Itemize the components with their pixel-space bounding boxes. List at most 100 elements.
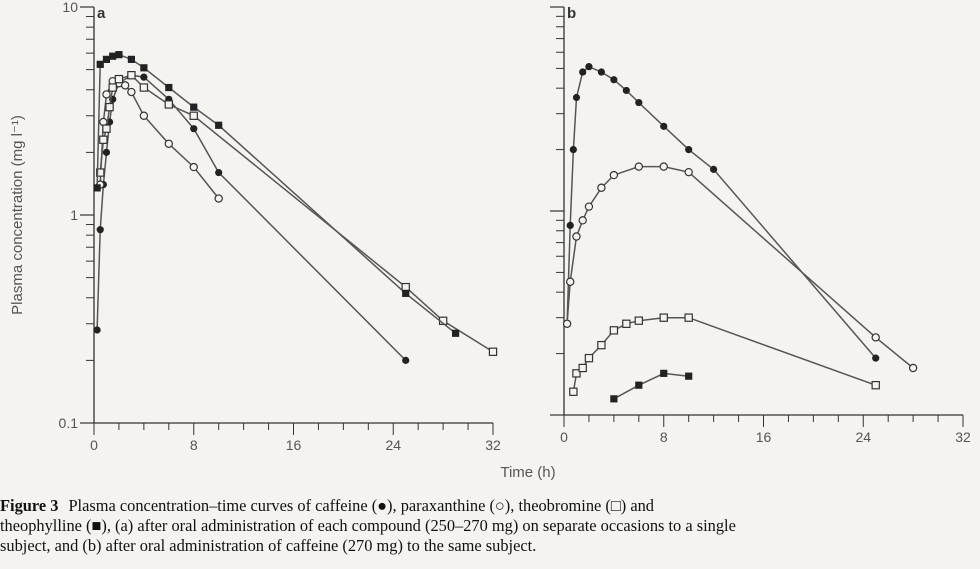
- data-point-theobromine: [102, 124, 111, 133]
- data-point-caffeine: [872, 354, 880, 362]
- data-point-theobromine: [127, 71, 136, 80]
- data-point-caffeine: [566, 221, 574, 229]
- series-line-theobromine: [572, 316, 876, 392]
- data-point-theobromine: [401, 282, 410, 292]
- data-point-caffeine: [579, 68, 587, 76]
- x-tick-label: 24: [385, 437, 401, 453]
- data-point-theobromine: [105, 102, 114, 112]
- series-line-theobromine: [99, 74, 494, 353]
- data-point-caffeine: [610, 76, 618, 84]
- data-point-paraxanthine: [189, 162, 198, 172]
- data-point-caffeine: [402, 356, 410, 364]
- data-point-theophylline: [190, 103, 198, 111]
- data-point-theobromine: [569, 387, 578, 396]
- data-point-paraxanthine: [609, 170, 619, 180]
- x-tick-label: 0: [90, 437, 98, 453]
- data-point-theophylline: [93, 184, 101, 192]
- x-tick-label: 16: [286, 437, 302, 453]
- data-point-paraxanthine: [578, 216, 587, 225]
- data-point-paraxanthine: [214, 194, 223, 203]
- caption-text-1: Plasma concentration–time curves of caff…: [68, 496, 654, 515]
- caption-line-3: subject, and (b) after oral administrati…: [0, 536, 537, 555]
- data-point-caffeine: [585, 63, 593, 71]
- data-point-theophylline: [115, 51, 123, 59]
- data-point-theophylline: [402, 289, 410, 297]
- x-tick-label: 8: [190, 437, 198, 453]
- y-axis-label: Plasma concentration (mg l⁻¹): [9, 115, 26, 315]
- data-point-theobromine: [871, 380, 880, 390]
- data-point-theobromine: [96, 168, 105, 177]
- caption-figure-label: Figure 3: [0, 496, 59, 515]
- y-tick-label: 10: [62, 0, 78, 15]
- y-tick-label: 0.1: [59, 415, 79, 431]
- caption-line-2: theophylline (■), (a) after oral adminis…: [0, 516, 736, 535]
- data-point-caffeine: [569, 145, 577, 154]
- data-point-theobromine: [572, 369, 581, 378]
- data-point-theobromine: [164, 100, 174, 109]
- data-point-paraxanthine: [120, 81, 130, 90]
- data-point-theobromine: [139, 83, 149, 92]
- data-point-theophylline: [127, 55, 136, 63]
- figure-caption: Figure 3 Plasma concentration–time curves…: [0, 496, 980, 556]
- data-point-theobromine: [684, 313, 693, 322]
- data-point-theobromine: [578, 363, 587, 373]
- x-tick-label: 16: [756, 429, 772, 445]
- data-point-caffeine: [710, 165, 718, 173]
- data-point-paraxanthine: [659, 162, 668, 171]
- data-point-paraxanthine: [139, 111, 149, 120]
- data-point-theobromine: [114, 74, 124, 84]
- data-point-paraxanthine: [634, 162, 644, 171]
- x-tick-label: 32: [485, 437, 501, 453]
- data-point-theophylline: [96, 60, 104, 68]
- data-point-theobromine: [597, 340, 606, 350]
- data-point-theophylline: [102, 55, 111, 63]
- data-point-paraxanthine: [566, 277, 575, 286]
- series-line-paraxanthine: [566, 165, 914, 369]
- x-axis-label: Time (h): [500, 464, 555, 481]
- data-point-theobromine: [189, 111, 198, 120]
- panel-label: a: [97, 5, 106, 22]
- series-line-theophylline: [613, 372, 689, 400]
- series-line-theophylline: [96, 53, 457, 334]
- y-tick-label: 1: [70, 207, 78, 223]
- data-point-caffeine: [140, 73, 148, 81]
- panel-b: 0 8 16 24 32 b: [550, 5, 971, 445]
- data-point-theobromine: [659, 313, 668, 322]
- data-point-paraxanthine: [572, 232, 581, 241]
- x-tick-label: 32: [955, 429, 971, 445]
- data-point-caffeine: [660, 122, 668, 130]
- data-point-paraxanthine: [164, 139, 174, 148]
- data-point-theophylline: [140, 64, 148, 72]
- data-point-theophylline: [685, 372, 693, 380]
- data-point-theophylline: [660, 369, 668, 377]
- data-point-caffeine: [93, 326, 101, 334]
- data-point-caffeine: [572, 93, 581, 102]
- panel-a: 10 1 0.1 0 8 16 24 32 a: [59, 0, 501, 453]
- data-point-caffeine: [635, 98, 643, 107]
- data-point-caffeine: [215, 168, 223, 177]
- data-point-theobromine: [99, 135, 108, 144]
- data-point-caffeine: [190, 125, 198, 133]
- data-point-paraxanthine: [584, 202, 594, 211]
- data-point-theophylline: [109, 52, 117, 60]
- data-point-theophylline: [451, 329, 460, 337]
- data-point-caffeine: [685, 145, 693, 154]
- data-point-theophylline: [610, 395, 618, 403]
- data-point-caffeine: [622, 86, 630, 95]
- data-point-paraxanthine: [102, 90, 111, 99]
- x-tick-label: 24: [855, 429, 871, 445]
- data-point-paraxanthine: [562, 319, 572, 328]
- x-tick-label: 0: [560, 429, 568, 445]
- data-point-paraxanthine: [908, 363, 918, 373]
- data-point-caffeine: [96, 226, 104, 234]
- data-point-theophylline: [215, 121, 223, 129]
- data-point-theobromine: [584, 353, 594, 363]
- data-point-paraxanthine: [871, 333, 880, 342]
- data-point-theobromine: [634, 316, 644, 325]
- data-point-caffeine: [597, 68, 606, 76]
- data-point-theophylline: [635, 381, 643, 389]
- data-point-theobromine: [622, 319, 631, 328]
- data-point-paraxanthine: [684, 167, 693, 177]
- x-tick-label: 8: [660, 429, 668, 445]
